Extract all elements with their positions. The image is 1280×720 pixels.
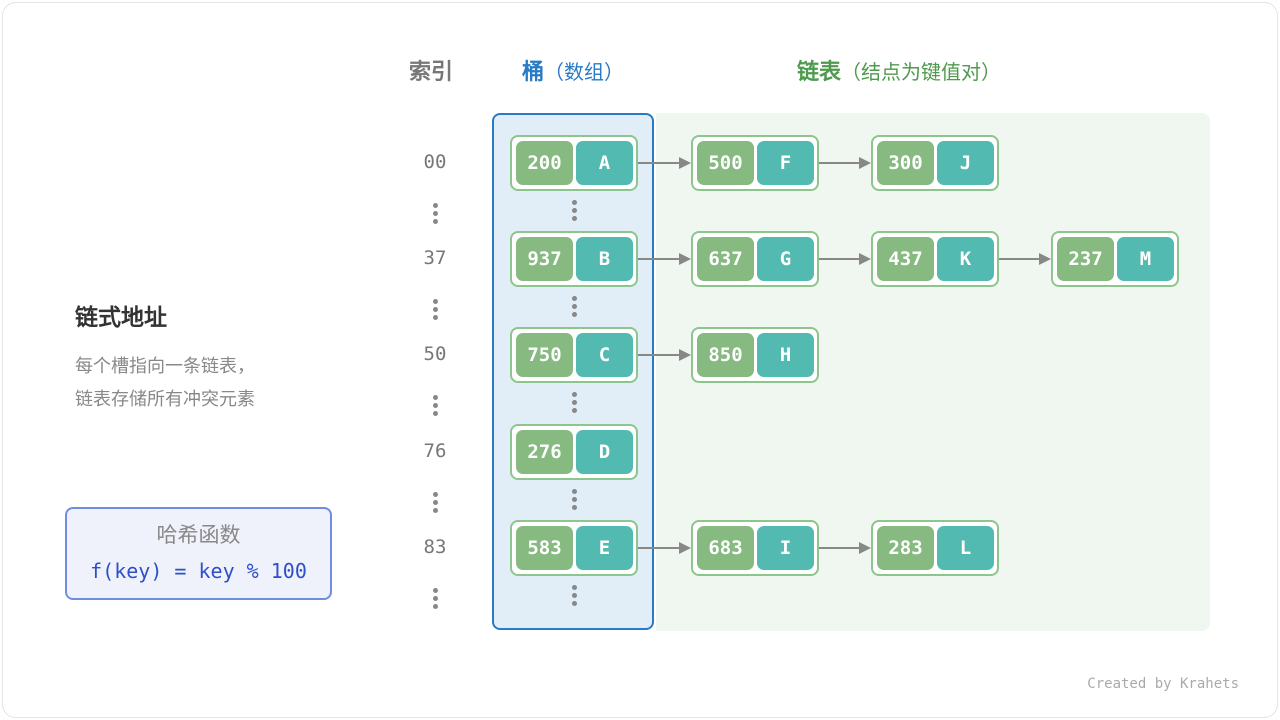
node-key: 850	[697, 333, 754, 377]
node-key: 683	[697, 526, 754, 570]
arrow-icon	[819, 253, 871, 265]
ellipsis-icon	[572, 296, 578, 320]
node-value: G	[757, 237, 814, 281]
kv-node: 283 L	[871, 520, 999, 576]
node-value: F	[757, 141, 814, 185]
index-label: 83	[423, 536, 447, 558]
bucket-header-sub: （数组）	[544, 60, 625, 84]
node-value: A	[576, 141, 633, 185]
node-key: 750	[516, 333, 573, 377]
node-key: 583	[516, 526, 573, 570]
kv-node: 850 H	[691, 327, 819, 383]
node-value: K	[937, 237, 994, 281]
description-line-1: 每个槽指向一条链表，	[75, 356, 255, 377]
node-key: 300	[877, 141, 934, 185]
kv-node: 937 B	[510, 231, 638, 287]
hash-function-box: 哈希函数 f(key) = key % 100	[65, 507, 332, 600]
kv-node: 683 I	[691, 520, 819, 576]
kv-node: 437 K	[871, 231, 999, 287]
chain-header-main: 链表	[797, 60, 842, 85]
ellipsis-icon	[572, 392, 578, 416]
section-title: 链式地址	[75, 305, 167, 331]
node-value: E	[576, 526, 633, 570]
arrow-icon	[638, 157, 691, 169]
node-key: 937	[516, 237, 573, 281]
ellipsis-icon	[433, 299, 439, 323]
node-value: J	[937, 141, 994, 185]
kv-node: 500 F	[691, 135, 819, 191]
node-key: 437	[877, 237, 934, 281]
kv-node: 200 A	[510, 135, 638, 191]
credit: Created by Krahets	[1087, 676, 1239, 692]
ellipsis-icon	[433, 203, 439, 227]
ellipsis-icon	[433, 588, 439, 612]
arrow-icon	[638, 253, 691, 265]
index-label: 37	[423, 247, 447, 269]
node-key: 500	[697, 141, 754, 185]
node-key: 283	[877, 526, 934, 570]
node-value: C	[576, 333, 633, 377]
chain-header: 链表（结点为键值对）	[797, 54, 1001, 86]
hash-function-title: 哈希函数	[156, 523, 241, 547]
index-label: 00	[423, 151, 447, 173]
description-line-2: 链表存储所有冲突元素	[75, 389, 255, 410]
ellipsis-icon	[433, 395, 439, 419]
ellipsis-icon	[572, 200, 578, 224]
ellipsis-icon	[572, 489, 578, 513]
hash-function-formula: f(key) = key % 100	[90, 559, 307, 583]
index-label: 76	[423, 440, 447, 462]
arrow-icon	[638, 542, 691, 554]
node-key: 200	[516, 141, 573, 185]
node-value: L	[937, 526, 994, 570]
node-key: 637	[697, 237, 754, 281]
node-value: D	[576, 430, 633, 474]
chain-header-sub: （结点为键值对）	[841, 60, 1002, 84]
kv-node: 583 E	[510, 520, 638, 576]
index-header: 索引	[409, 60, 454, 85]
node-value: M	[1117, 237, 1174, 281]
arrow-icon	[638, 349, 691, 361]
arrow-icon	[999, 253, 1051, 265]
bucket-header-main: 桶	[522, 60, 545, 85]
node-value: B	[576, 237, 633, 281]
node-value: H	[757, 333, 814, 377]
kv-node: 750 C	[510, 327, 638, 383]
arrow-icon	[819, 542, 871, 554]
arrow-icon	[819, 157, 871, 169]
kv-node: 300 J	[871, 135, 999, 191]
kv-node: 237 M	[1051, 231, 1179, 287]
kv-node: 637 G	[691, 231, 819, 287]
kv-node: 276 D	[510, 424, 638, 480]
node-value: I	[757, 526, 814, 570]
ellipsis-icon	[433, 492, 439, 516]
index-label: 50	[423, 343, 447, 365]
node-key: 276	[516, 430, 573, 474]
node-key: 237	[1057, 237, 1114, 281]
ellipsis-icon	[572, 585, 578, 609]
bucket-header: 桶（数组）	[522, 54, 624, 86]
